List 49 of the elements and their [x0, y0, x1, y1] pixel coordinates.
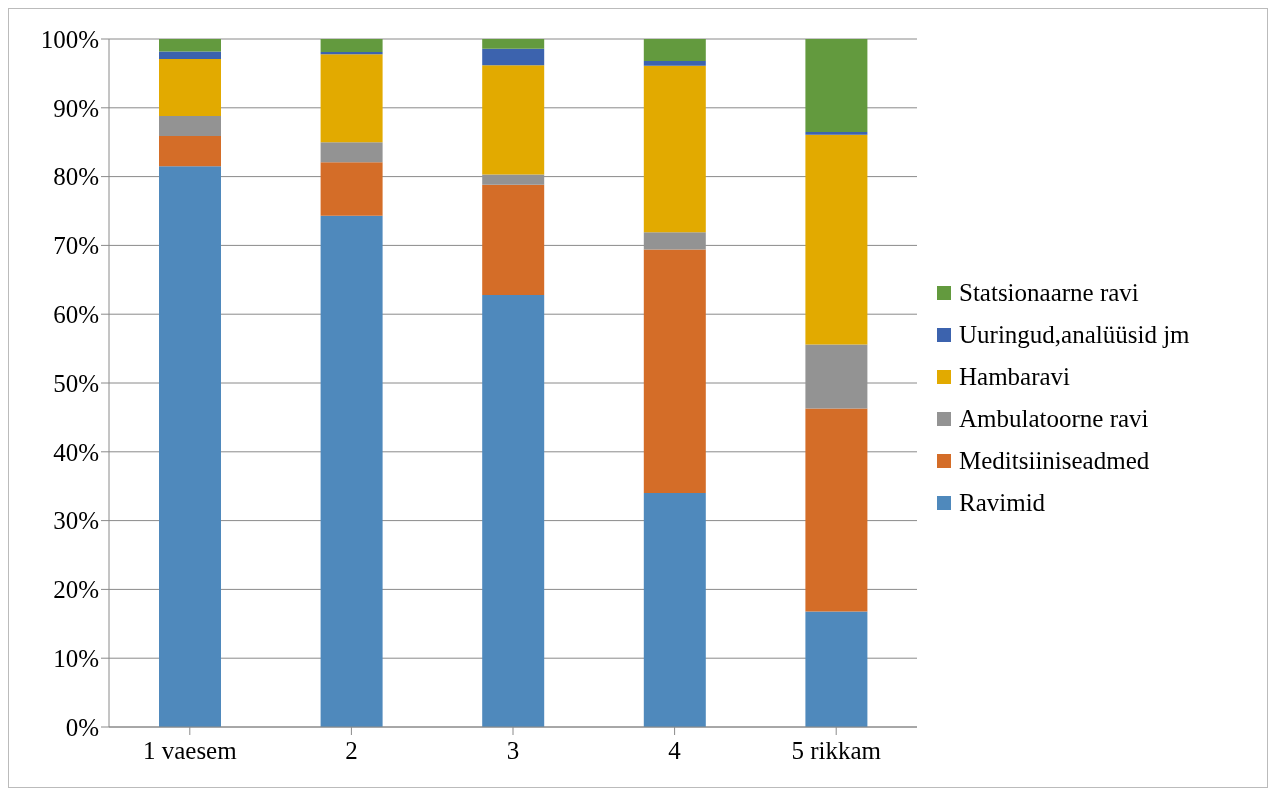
bar: [482, 294, 545, 727]
bar: [320, 54, 383, 143]
y-tick-label: 50%: [53, 369, 99, 397]
y-tick-label: 80%: [53, 163, 99, 191]
bar: [805, 131, 868, 135]
y-tick-label: 90%: [53, 94, 99, 122]
legend-label: Ravimid: [959, 489, 1046, 517]
y-tick-label: 30%: [53, 507, 99, 535]
bar: [482, 184, 545, 295]
bar: [805, 134, 868, 345]
x-tick-label: 3: [506, 736, 520, 764]
bar: [320, 162, 383, 216]
y-tick-label: 70%: [53, 232, 99, 260]
bar: [643, 61, 706, 66]
bar: [643, 39, 706, 62]
legend-label: Statsionaarne ravi: [959, 279, 1139, 307]
y-tick-label: 0%: [65, 713, 99, 741]
bar: [482, 65, 545, 175]
bar: [159, 166, 221, 727]
bar: [482, 48, 545, 66]
bar: [643, 249, 706, 494]
x-tick-label: 2: [345, 736, 358, 764]
bar: [643, 65, 706, 233]
x-tick-label: 5 rikkam: [791, 736, 882, 764]
legend-label: Ambulatoorne ravi: [959, 405, 1149, 433]
bar: [805, 408, 868, 612]
y-tick-label: 60%: [53, 301, 99, 329]
bar: [159, 136, 221, 167]
bar: [320, 215, 383, 727]
bar: [643, 493, 706, 727]
y-tick-label: 100%: [40, 25, 99, 53]
legend-label: Uuringud,analüüsid jm: [959, 321, 1190, 349]
bar: [320, 52, 383, 55]
bar: [805, 611, 868, 727]
legend-label: Hambaravi: [959, 363, 1071, 391]
bar: [320, 39, 383, 53]
y-tick-label: 20%: [53, 576, 99, 604]
bar: [320, 142, 383, 163]
y-tick-label: 40%: [53, 438, 99, 466]
y-tick-label: 10%: [53, 645, 99, 673]
bar: [805, 39, 868, 132]
bar: [159, 116, 221, 137]
bar: [159, 51, 221, 59]
bar: [482, 39, 545, 49]
bar: [159, 39, 221, 52]
x-tick-label: 4: [668, 736, 682, 764]
x-tick-label: 1 vaesem: [142, 736, 238, 764]
legend-label: Meditsiiniseadmed: [959, 447, 1150, 475]
bar: [159, 58, 221, 117]
